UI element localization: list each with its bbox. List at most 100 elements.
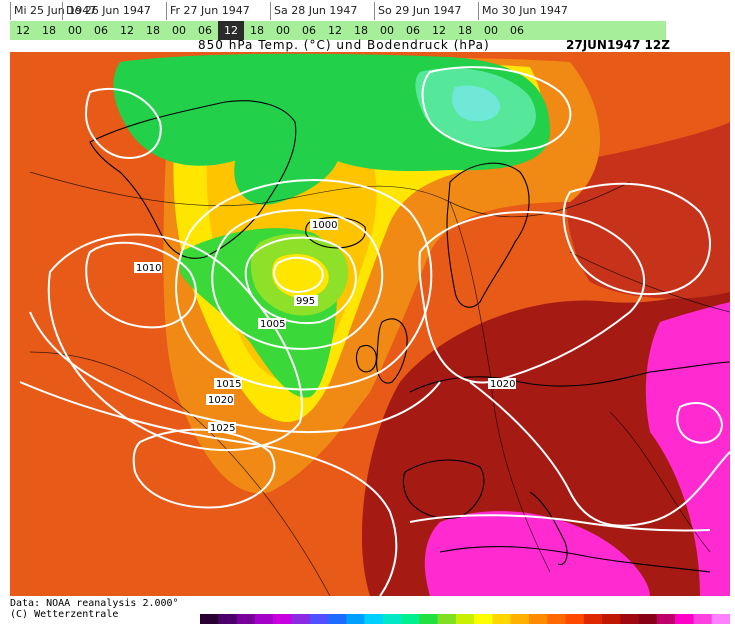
time-step-button[interactable]: 00 [276, 24, 290, 37]
legend-swatch [364, 614, 384, 624]
legend-swatch [401, 614, 420, 624]
day-row: Mi 25 Jun 1947 Do 26 Jun 1947 Fr 27 Jun 19… [10, 2, 666, 20]
time-step-button[interactable]: 12 [16, 24, 30, 37]
time-step-button[interactable]: 06 [94, 24, 108, 37]
legend-swatch [474, 614, 493, 624]
time-step-button[interactable]: 06 [510, 24, 524, 37]
time-step-button[interactable]: 06 [302, 24, 316, 37]
legend-swatch [620, 614, 640, 624]
isobar-1025-scand [421, 66, 572, 152]
legend-swatch [455, 614, 475, 624]
day-label: Mo 30 Jun 1947 [478, 2, 568, 20]
legend-swatch [711, 614, 731, 624]
time-step-button[interactable]: 12 [328, 24, 342, 37]
coastline-med [439, 545, 711, 573]
legend-swatch [602, 614, 621, 624]
day-label: Fr 27 Jun 1947 [166, 2, 270, 20]
legend-swatch [638, 614, 658, 624]
time-step-button[interactable]: 00 [380, 24, 394, 37]
data-credit: Data: NOAA reanalysis 2.000° (C) Wetterz… [10, 598, 179, 620]
time-step-button[interactable]: 12 [120, 24, 134, 37]
time-step-button[interactable]: 12 [432, 24, 446, 37]
legend-swatch [693, 614, 713, 624]
coastline-ireland [355, 344, 377, 373]
cold-core-inner [452, 85, 501, 122]
time-step-button[interactable]: 12 [218, 21, 244, 40]
legend-swatch [382, 614, 402, 624]
credit-line-1: Data: NOAA reanalysis 2.000° [10, 598, 179, 609]
hour-row: 12 18 00 06 12 18 00 06 12 18 00 06 12 18 00 06 12 18 00 06 [10, 21, 666, 40]
hot-region-east [645, 302, 730, 596]
legend-scale [200, 614, 731, 624]
label-1025: 1025 [210, 423, 235, 434]
legend-swatch [528, 614, 548, 624]
isobar-labels: 995 1000 1005 1010 1015 1020 1025 1020 [134, 219, 516, 434]
isobar-low-east [676, 402, 724, 444]
isobar-1020 [19, 381, 398, 596]
time-step-button[interactable]: 00 [68, 24, 82, 37]
legend-swatch [437, 614, 457, 624]
isobar-1015-east [469, 381, 730, 527]
isobar-1005 [175, 179, 433, 391]
isobar-1010 [47, 233, 303, 452]
isobar-1000 [211, 209, 384, 350]
time-step-button[interactable]: 18 [146, 24, 160, 37]
isobar-low-center [272, 256, 324, 294]
isobar-east-1020 [562, 182, 711, 296]
warm-region-east [566, 122, 730, 299]
legend-swatch [309, 614, 329, 624]
label-1020: 1020 [208, 395, 233, 406]
isobar-high-east [418, 211, 646, 384]
label-1010: 1010 [136, 263, 161, 274]
time-step-button[interactable]: 00 [484, 24, 498, 37]
map-title: 850 hPa Temp. (°C) und Bodendruck (hPa) [198, 38, 490, 52]
hot-region-south [424, 511, 650, 596]
legend-swatch [236, 614, 256, 624]
isobar-1015-south [409, 514, 711, 532]
coastline-italy [529, 491, 568, 566]
day-label: Mi 25 Jun 1947 [10, 2, 96, 20]
time-navigation: Mi 25 Jun 1947 Do 26 Jun 1947 Fr 27 Jun 19… [10, 2, 666, 40]
legend-swatch [675, 614, 694, 624]
legend-swatch [547, 614, 567, 624]
coastline-britain [376, 318, 408, 384]
coastline-iceland [305, 216, 366, 249]
time-step-button[interactable]: 18 [354, 24, 368, 37]
time-step-button[interactable]: 18 [458, 24, 472, 37]
legend-swatch [656, 614, 676, 624]
day-label: So 29 Jun 1947 [374, 2, 478, 20]
legend-swatch [565, 614, 585, 624]
time-step-button[interactable]: 06 [406, 24, 420, 37]
time-step-button[interactable]: 18 [250, 24, 264, 37]
legend-swatch [254, 614, 274, 624]
label-high-1020: 1020 [490, 379, 515, 390]
day-label: Do 26 Jun 1947 [62, 2, 166, 20]
day-label: Sa 28 Jun 1947 [270, 2, 374, 20]
legend-swatch [273, 614, 292, 624]
isobar-1015 [29, 311, 441, 433]
label-1015: 1015 [216, 379, 241, 390]
temperature-color-legend [200, 609, 731, 624]
isobar-995 [244, 236, 357, 324]
legend-swatch [510, 614, 530, 624]
time-step-button[interactable]: 00 [172, 24, 186, 37]
map-valid-time: 27JUN1947 12Z [566, 38, 670, 52]
time-step-button[interactable]: 06 [198, 24, 212, 37]
time-step-button[interactable]: 18 [42, 24, 56, 37]
legend-swatch [492, 614, 512, 624]
legend-swatch [419, 614, 439, 624]
isobar-1020-north [84, 87, 162, 159]
label-1005: 1005 [260, 319, 285, 330]
isobar-1010-west [85, 241, 197, 329]
legend-swatch [200, 614, 219, 624]
label-1000: 1000 [312, 220, 337, 231]
coastline-scandinavia [446, 162, 530, 308]
legend-swatch [291, 614, 311, 624]
label-995: 995 [296, 296, 315, 307]
weather-map: 995 1000 1005 1010 1015 1020 1025 1020 [10, 52, 730, 596]
legend-swatch [583, 614, 603, 624]
legend-swatch [218, 614, 238, 624]
legend-swatch [327, 614, 347, 624]
legend-swatch [346, 614, 365, 624]
credit-line-2: (C) Wetterzentrale [10, 609, 119, 620]
